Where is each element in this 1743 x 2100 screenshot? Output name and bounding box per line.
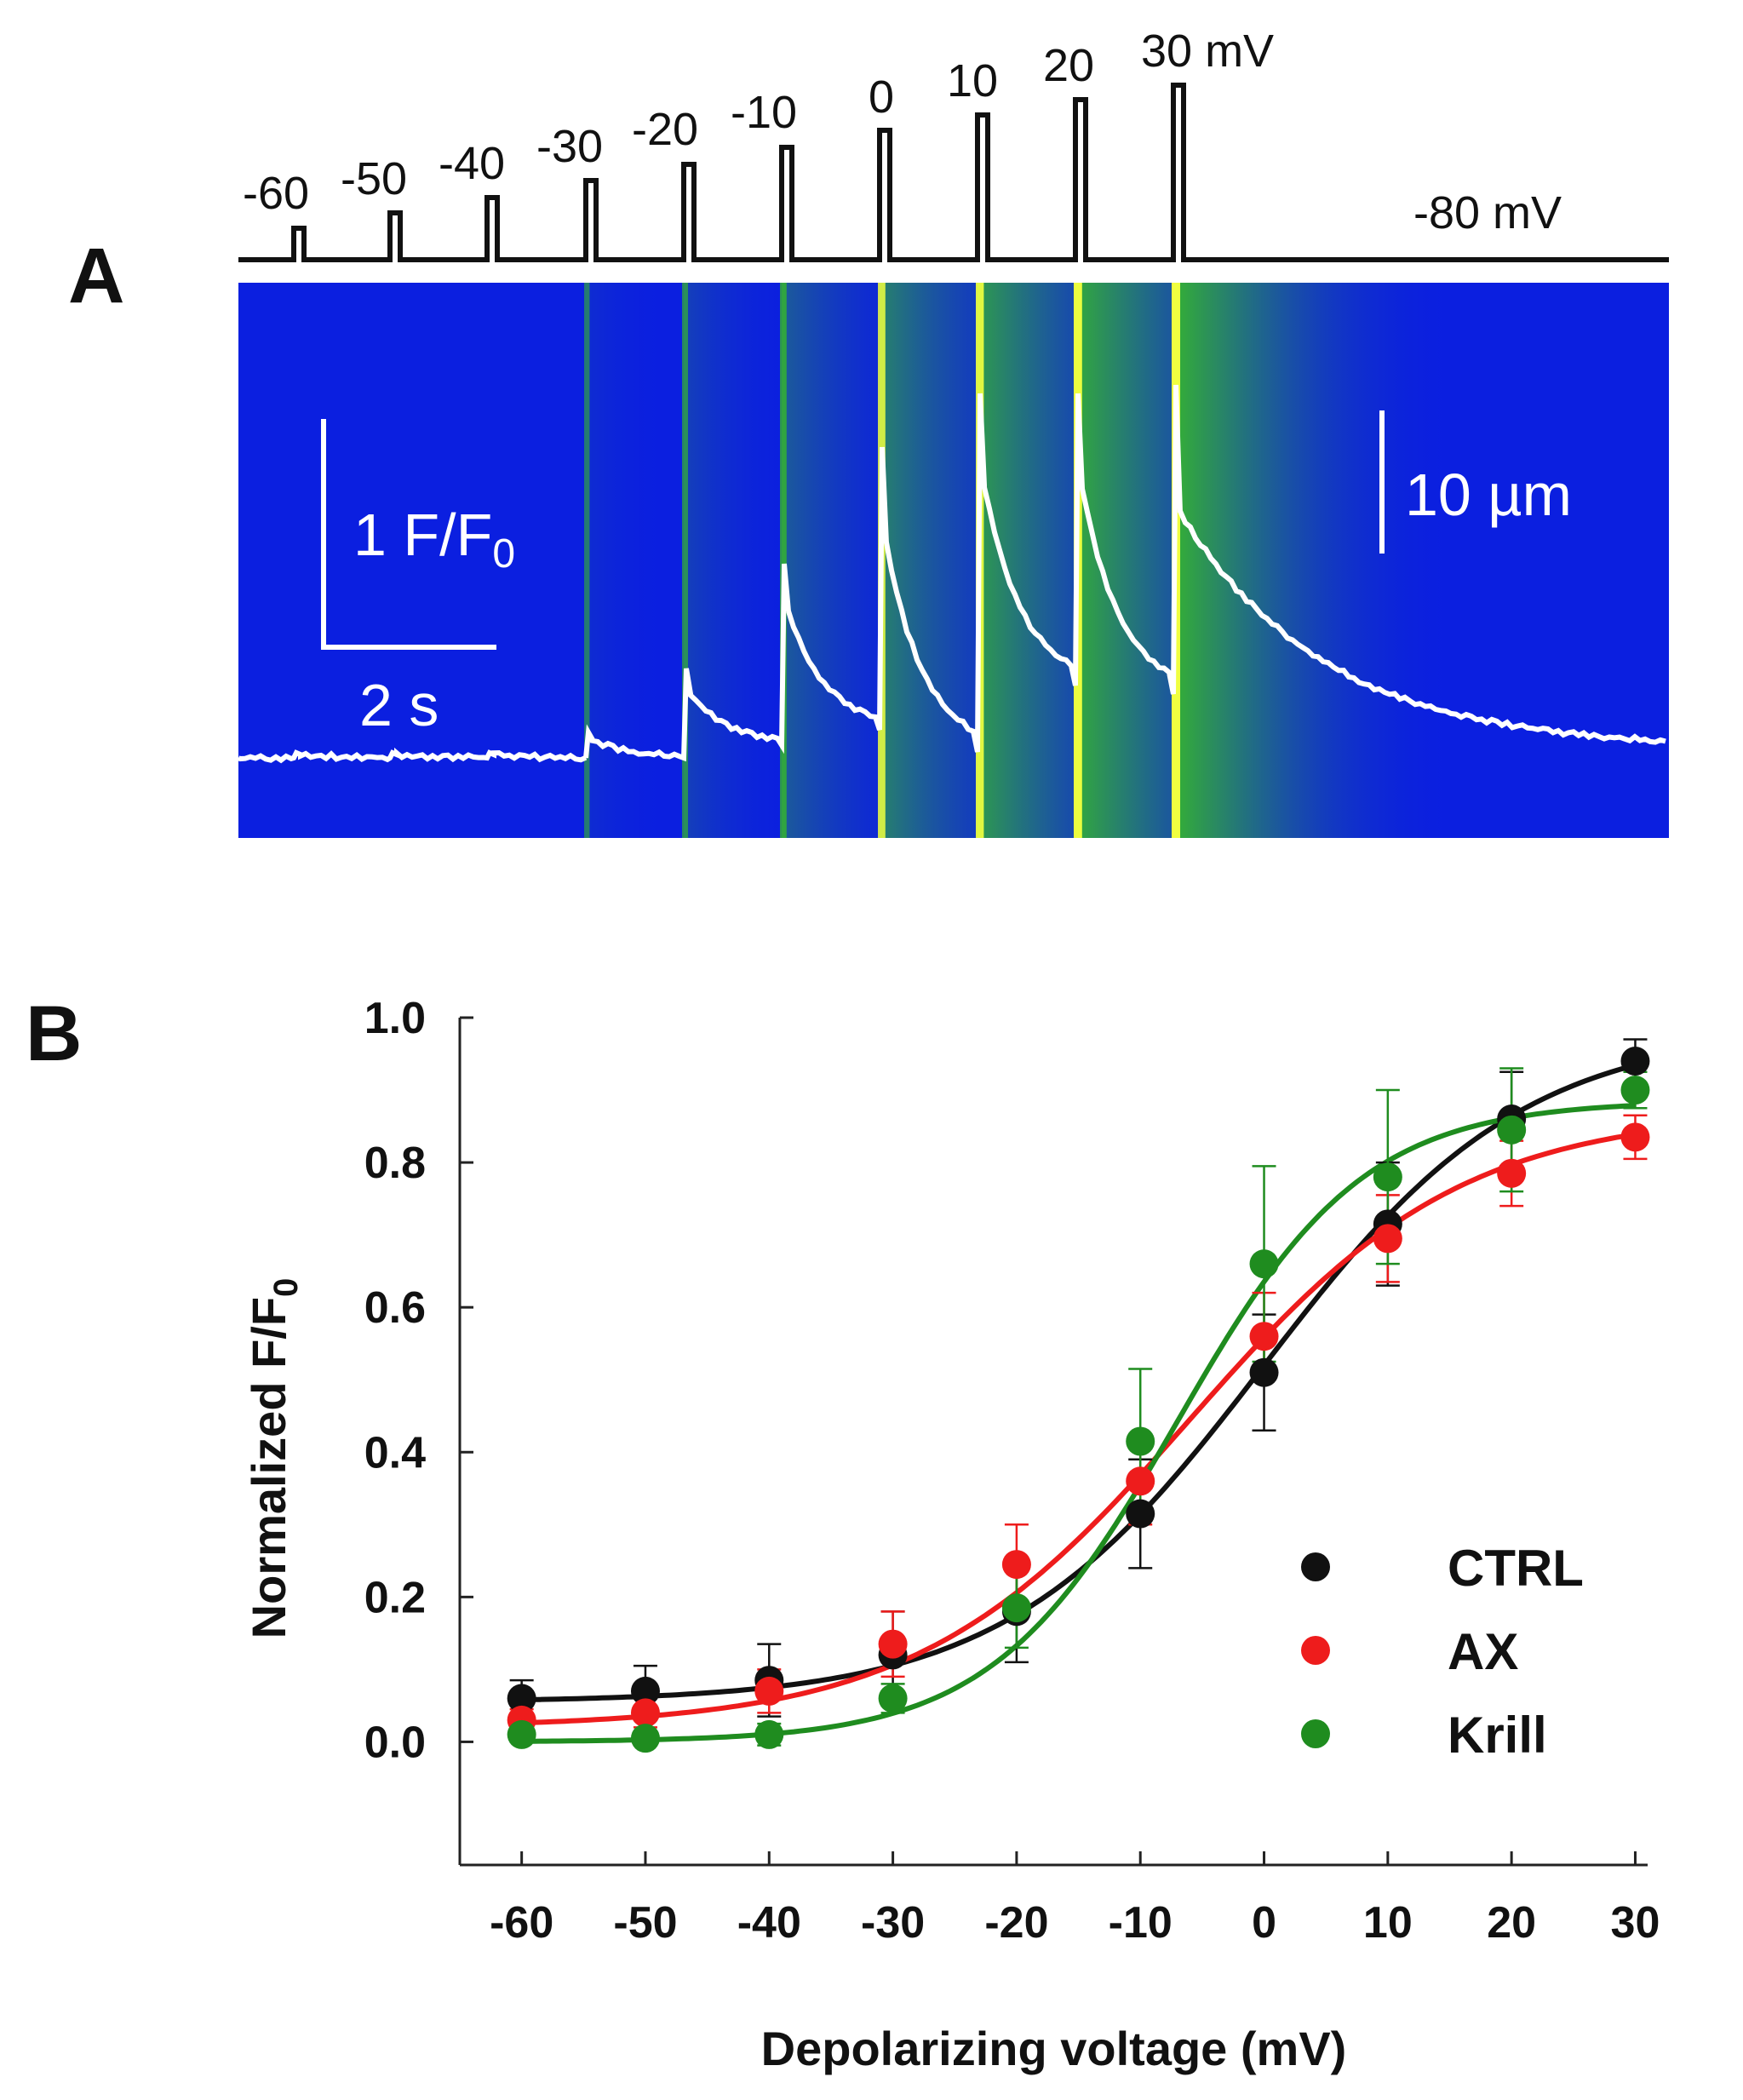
- data-point-krill: [1497, 1115, 1527, 1145]
- data-point-ctrl: [1620, 1047, 1650, 1076]
- release-band: [1173, 283, 1454, 838]
- data-points: [507, 1047, 1650, 1753]
- fit-line-ctrl: [521, 1062, 1637, 1703]
- y-tick-label: 1.0: [364, 994, 426, 1043]
- length-scale-bar: 10 µm: [1379, 410, 1572, 554]
- data-point-ax: [1373, 1224, 1402, 1254]
- legend-marker-ax: [1301, 1636, 1330, 1665]
- x-tick-label: 20: [1487, 1898, 1536, 1948]
- data-point-krill: [1001, 1593, 1031, 1623]
- voltage-protocol-trace: [238, 83, 1669, 262]
- data-point-ctrl: [630, 1676, 660, 1706]
- legend-marker-ctrl: [1301, 1552, 1330, 1581]
- fluorescence-scale-label: 1 F/F0: [353, 502, 515, 577]
- voltage-protocol: -60 -50 -40 -30 -20 -10 0 10 20 30 mV -80 mV: [238, 26, 1669, 262]
- y-tick-label: 0.6: [364, 1283, 426, 1333]
- data-point-krill: [1620, 1076, 1650, 1105]
- voltage-dependence-chart: 0.0 0.2 0.4 0.6 0.8 1.0 -60 -50 -40 -30 -20 -10 0 10 2…: [242, 994, 1660, 2075]
- voltage-step-label: -10: [731, 87, 797, 138]
- voltage-step-label: -40: [439, 138, 505, 189]
- data-point-krill: [1126, 1426, 1155, 1456]
- legend-label-ctrl: CTRL: [1448, 1540, 1584, 1597]
- release-band-edge: [780, 283, 787, 838]
- x-tick-label: -20: [984, 1898, 1048, 1948]
- data-point-ax: [1249, 1322, 1279, 1351]
- data-point-krill: [1249, 1249, 1279, 1279]
- data-point-krill: [507, 1719, 536, 1749]
- holding-potential-label: -80 mV: [1413, 187, 1562, 238]
- fit-line-krill: [521, 1103, 1636, 1744]
- x-tick-label: -40: [737, 1898, 801, 1948]
- release-band-edge: [682, 283, 688, 838]
- voltage-step-labels: -60 -50 -40 -30 -20 -10 0 10 20 30 mV: [243, 26, 1274, 219]
- legend: CTRL AX Krill: [1301, 1540, 1584, 1764]
- length-scale-label: 10 µm: [1405, 462, 1572, 528]
- release-band-edge: [584, 283, 590, 838]
- panel-b-label: B: [26, 990, 82, 1077]
- x-tick-label: -60: [490, 1898, 553, 1948]
- legend-marker-krill: [1301, 1719, 1330, 1748]
- y-axis-title: Normalized F/F0: [242, 1278, 305, 1639]
- y-tick-label: 0.0: [364, 1718, 426, 1767]
- x-tick-label: 30: [1611, 1898, 1660, 1948]
- voltage-step-label: -50: [341, 153, 407, 204]
- linescan-image: 1 F/F0 2 s 10 µm: [237, 283, 1669, 838]
- data-point-krill: [1373, 1162, 1402, 1192]
- data-point-ax: [754, 1676, 784, 1706]
- voltage-step-label: -20: [632, 104, 698, 155]
- data-point-krill: [630, 1724, 660, 1753]
- data-point-ax: [630, 1698, 660, 1728]
- data-point-ax: [1620, 1122, 1650, 1152]
- panel-a-label: A: [68, 232, 124, 319]
- fluorescence-trace: [237, 384, 1666, 764]
- data-point-ctrl: [1126, 1499, 1155, 1529]
- x-axis-title: Depolarizing voltage (mV): [761, 2022, 1347, 2075]
- legend-label-ax: AX: [1448, 1623, 1518, 1680]
- data-point-ctrl: [507, 1684, 536, 1713]
- voltage-step-label: 0: [869, 72, 894, 123]
- y-tick-label: 0.4: [364, 1428, 426, 1477]
- x-tick-label: 0: [1252, 1898, 1276, 1948]
- data-point-ax: [878, 1629, 908, 1659]
- y-tick-label: 0.2: [364, 1573, 426, 1622]
- data-point-ax: [1497, 1158, 1527, 1188]
- data-point-krill: [878, 1684, 908, 1713]
- fluorescence-time-scale-bar: 1 F/F0 2 s: [321, 419, 515, 738]
- x-tick-label: 10: [1363, 1898, 1413, 1948]
- fit-line-ax: [521, 1132, 1636, 1726]
- voltage-step-label: 10: [947, 55, 998, 106]
- calcium-release-bands: [584, 283, 1454, 838]
- boltzmann-fits: [521, 1062, 1637, 1744]
- data-point-ax: [1001, 1550, 1031, 1580]
- data-point-krill: [754, 1719, 784, 1749]
- x-tick-label: -10: [1109, 1898, 1173, 1948]
- legend-label-krill: Krill: [1448, 1707, 1547, 1764]
- x-tick-label: -50: [613, 1898, 677, 1948]
- data-point-ax: [1126, 1466, 1155, 1496]
- y-tick-label: 0.8: [364, 1139, 426, 1188]
- voltage-step-label: 20: [1043, 40, 1094, 91]
- voltage-step-label: -30: [536, 121, 603, 172]
- x-tick-label: -30: [861, 1898, 925, 1948]
- voltage-step-label: -60: [243, 168, 309, 219]
- chart-axes: 0.0 0.2 0.4 0.6 0.8 1.0 -60 -50 -40 -30 -20 -10 0 10 2…: [364, 994, 1660, 1948]
- data-point-ctrl: [1249, 1357, 1279, 1387]
- time-scale-label: 2 s: [359, 672, 439, 738]
- voltage-step-label: 30 mV: [1141, 26, 1274, 77]
